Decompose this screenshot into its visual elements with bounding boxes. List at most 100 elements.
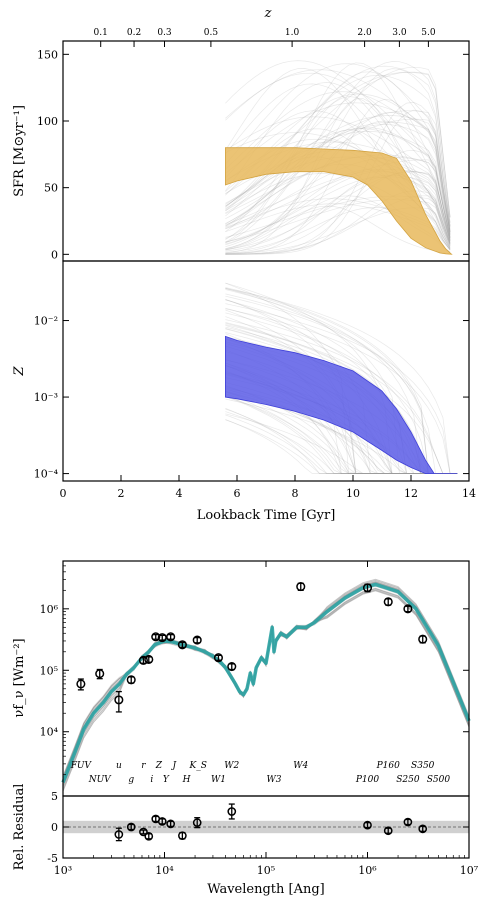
sfr-trace bbox=[225, 171, 451, 250]
residual-data-point bbox=[157, 817, 167, 826]
sed-model-trace bbox=[62, 582, 470, 789]
sfr-trace bbox=[225, 116, 451, 240]
residual-y-label: Rel. Residual bbox=[12, 784, 27, 871]
lookback-x-label: Lookback Time [Gyr] bbox=[197, 508, 336, 523]
metallicity-trace bbox=[225, 408, 458, 474]
metallicity-trace bbox=[225, 288, 458, 474]
sed-data-point bbox=[362, 583, 373, 593]
metallicity-trace bbox=[225, 303, 458, 474]
sfr-top-axis-label: z bbox=[264, 6, 272, 21]
sfr-trace bbox=[225, 102, 451, 255]
z-top-tick-label: 3.0 bbox=[392, 28, 407, 38]
sfr-trace bbox=[225, 71, 451, 235]
metallicity-trace bbox=[225, 295, 458, 474]
lookback-x-tick-label: 2 bbox=[118, 487, 125, 500]
filter-label-top: S350 bbox=[411, 761, 435, 771]
metallicity-trace bbox=[225, 414, 458, 474]
residual-data-point bbox=[383, 826, 393, 836]
metallicity-trace bbox=[225, 395, 458, 474]
sed-model-trace bbox=[62, 589, 470, 786]
metallicity-trace bbox=[225, 411, 458, 474]
sed-model-trace bbox=[62, 589, 470, 788]
metallicity-y-tick-label: 10⁻⁴ bbox=[34, 468, 59, 481]
sed-data-point bbox=[114, 695, 124, 705]
sfr-trace bbox=[225, 168, 451, 246]
sed-data-point bbox=[126, 675, 136, 685]
filter-label-bottom: i bbox=[150, 775, 153, 785]
sfr-trace bbox=[225, 62, 451, 244]
sfr-trace bbox=[225, 71, 451, 218]
sed-data-point bbox=[213, 653, 223, 663]
metallicity-trace bbox=[225, 396, 458, 474]
residual-data-point bbox=[403, 817, 413, 827]
residual-data-point bbox=[114, 830, 124, 839]
lookback-x-ticks: 0 2 4 6 8 10 12 14 bbox=[60, 475, 476, 500]
sed-data-point bbox=[95, 669, 105, 679]
sfr-trace bbox=[225, 131, 451, 236]
sed-model-trace bbox=[62, 587, 470, 792]
sed-panel: FUV u r Z J K_S W2 W4 P160 S350 NUV g i Y H W1 W3 P100 S25… bbox=[12, 560, 471, 797]
sfr-trace bbox=[225, 110, 451, 226]
sfr-trace bbox=[225, 96, 451, 248]
filter-label-top: W2 bbox=[224, 761, 239, 771]
sed-model-trace bbox=[62, 589, 470, 788]
metallicity-trace bbox=[225, 299, 458, 474]
metallicity-trace bbox=[225, 398, 458, 474]
wavelength-x-tick-label: 10⁴ bbox=[155, 864, 174, 877]
sed-y-tick-label: 10⁵ bbox=[40, 664, 58, 677]
lookback-x-tick-label: 8 bbox=[292, 487, 299, 500]
sed-data-point bbox=[144, 654, 154, 665]
filter-label-top: Z bbox=[155, 761, 163, 771]
sfr-y-tick-label: 0 bbox=[51, 248, 58, 261]
sfr-trace bbox=[225, 115, 451, 229]
filter-label-bottom: NUV bbox=[88, 775, 112, 785]
sed-model-trace bbox=[62, 588, 470, 792]
sed-model-trace bbox=[62, 583, 470, 787]
sed-model-trace bbox=[62, 587, 470, 782]
sfr-trace bbox=[225, 69, 451, 233]
sed-y-ticks: 10⁴ 10⁵ 10⁶ bbox=[40, 560, 469, 776]
lookback-x-tick-label: 10 bbox=[346, 487, 360, 500]
z-top-tick-label: 1.0 bbox=[285, 28, 300, 38]
sfr-trace bbox=[225, 169, 451, 239]
sfr-trace bbox=[225, 83, 451, 246]
sed-y-tick-label: 10⁶ bbox=[40, 603, 59, 616]
sed-observed-points bbox=[76, 582, 428, 713]
sfr-trace bbox=[225, 176, 451, 252]
residual-data-point bbox=[166, 819, 176, 829]
metallicity-trace bbox=[225, 307, 458, 474]
sfr-trace bbox=[225, 175, 451, 243]
z-top-tick-label: 0.3 bbox=[157, 28, 172, 38]
metallicity-trace bbox=[225, 312, 458, 474]
lookback-x-tick-label: 12 bbox=[404, 487, 418, 500]
sed-data-point bbox=[418, 634, 428, 644]
filter-label-bottom: W1 bbox=[211, 775, 226, 785]
sed-model-trace bbox=[62, 585, 470, 785]
sed-data-point bbox=[296, 582, 306, 592]
metallicity-y-ticks: 10⁻⁴ 10⁻³ 10⁻² bbox=[34, 315, 469, 481]
sfr-y-label: SFR [M⊙yr⁻¹] bbox=[12, 105, 27, 197]
sed-data-point bbox=[166, 632, 176, 642]
residual-data-point bbox=[227, 807, 237, 816]
sfr-trace bbox=[225, 72, 451, 238]
residual-data-point bbox=[178, 831, 187, 841]
sfr-trace bbox=[225, 128, 451, 237]
z-top-tick-label: 0.1 bbox=[94, 28, 108, 38]
sed-y-tick-label: 10⁴ bbox=[40, 726, 59, 739]
metallicity-trace bbox=[225, 393, 458, 474]
sed-model-trace bbox=[62, 590, 470, 791]
wavelength-x-label: Wavelength [Ang] bbox=[207, 882, 325, 897]
sfr-trace bbox=[225, 150, 451, 255]
metallicity-y-tick-label: 10⁻³ bbox=[34, 391, 58, 404]
sfr-trace bbox=[225, 98, 451, 254]
lookback-x-tick-label: 4 bbox=[176, 487, 183, 500]
z-top-tick-label: 0.2 bbox=[127, 28, 141, 38]
sfr-panel: z 0.1 0.2 0.3 0.5 1.0 2.0 3.0 5.0 0 50 100 150 SFR… bbox=[12, 6, 470, 262]
metallicity-trace bbox=[225, 287, 458, 474]
filter-label-bottom: H bbox=[182, 775, 191, 785]
filter-label-top: u bbox=[116, 761, 122, 771]
sfr-y-ticks: 0 50 100 150 bbox=[37, 48, 469, 261]
filter-label-bottom: Y bbox=[163, 775, 170, 785]
sfr-trace bbox=[225, 60, 451, 241]
